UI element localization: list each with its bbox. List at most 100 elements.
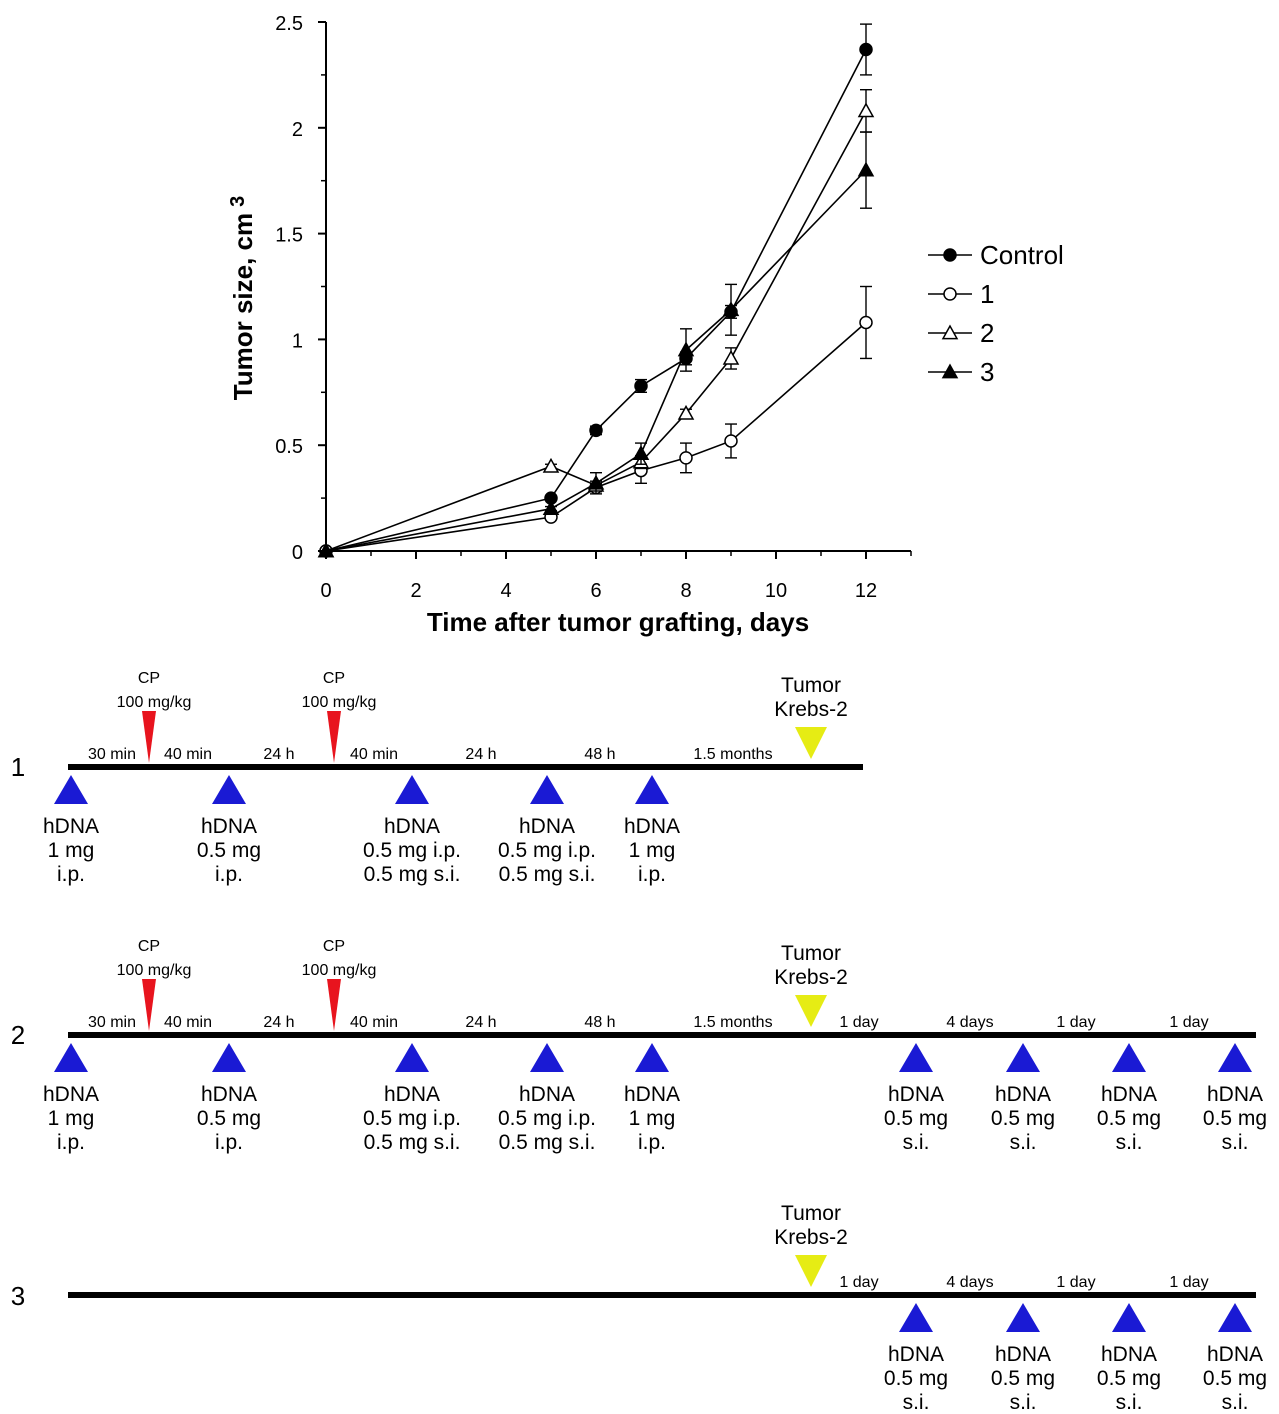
interval-label: 1 day	[1169, 1014, 1208, 1031]
hdna-dose-label: hDNA	[1101, 1343, 1157, 1366]
interval-label: 24 h	[263, 746, 294, 763]
interval-label: 40 min	[350, 1014, 398, 1031]
hdna-dose-label: s.i.	[1116, 1391, 1143, 1414]
series-layer	[317, 23, 875, 558]
cp-dose-label: 100 mg/kg	[302, 962, 377, 979]
data-point	[859, 42, 873, 57]
hdna-dose-label: 0.5 mg s.i.	[364, 863, 461, 886]
interval-label: 24 h	[465, 1014, 496, 1031]
cp-marker-icon	[327, 979, 341, 1031]
hdna-marker-icon	[1006, 1043, 1040, 1072]
hdna-dose-label: hDNA	[1207, 1343, 1263, 1366]
data-point	[634, 379, 648, 393]
hdna-marker-icon	[54, 775, 88, 804]
hdna-dose-label: hDNA	[384, 1083, 440, 1106]
x-tick-label: 2	[410, 580, 421, 602]
data-point	[722, 349, 740, 365]
data-point	[542, 500, 560, 516]
interval-label: 48 h	[584, 1014, 615, 1031]
legend-label: Control	[980, 240, 1064, 270]
protocol-label: 1	[11, 752, 25, 782]
hdna-dose-label: hDNA	[201, 1083, 257, 1106]
tumor-strain-label: Krebs-2	[774, 698, 848, 721]
y-axis-label-superscript: 3	[227, 196, 249, 207]
cp-dose-label: 100 mg/kg	[117, 962, 192, 979]
hdna-marker-icon	[530, 775, 564, 804]
tumor-marker-icon	[795, 1255, 827, 1287]
hdna-marker-icon	[1112, 1043, 1146, 1072]
data-point	[589, 423, 603, 438]
hdna-marker-icon	[395, 775, 429, 804]
protocol-2: 2 30 min 40 min 24 h 40 min 24 h 48 h 1.5 month…	[11, 938, 1267, 1154]
data-point	[724, 434, 738, 448]
data-point	[679, 451, 693, 465]
interval-label: 1.5 months	[693, 1014, 772, 1031]
y-tick-label: 2.5	[275, 13, 303, 35]
interval-label: 1 day	[1056, 1274, 1095, 1291]
hdna-dose-label: 0.5 mg i.p.	[498, 1107, 596, 1130]
legend-entry: 3	[928, 357, 994, 387]
hdna-marker-icon	[212, 775, 246, 804]
data-point	[677, 404, 695, 420]
interval-label: 24 h	[465, 746, 496, 763]
interval-label: 40 min	[350, 746, 398, 763]
hdna-dose-label: 0.5 mg	[1097, 1367, 1161, 1390]
hdna-dose-label: 0.5 mg i.p.	[363, 839, 461, 862]
tumor-strain-label: Krebs-2	[774, 1226, 848, 1249]
y-tick-label: 2	[292, 119, 303, 141]
legend-label: 1	[980, 279, 994, 309]
interval-label: 1 day	[1169, 1274, 1208, 1291]
interval-label: 1 day	[839, 1274, 878, 1291]
y-tick-label: 0	[292, 542, 303, 564]
hdna-dose-label: 0.5 mg	[991, 1107, 1055, 1130]
axes: Time after tumor grafting, days Tumor si…	[227, 13, 912, 637]
hdna-dose-label: s.i.	[1010, 1391, 1037, 1414]
hdna-dose-label: hDNA	[1101, 1083, 1157, 1106]
hdna-dose-label: s.i.	[1116, 1131, 1143, 1154]
data-point	[542, 457, 560, 473]
protocol-label: 2	[11, 1020, 25, 1050]
cp-label: CP	[323, 938, 345, 955]
cp-marker-icon	[142, 979, 156, 1031]
interval-label: 30 min	[88, 1014, 136, 1031]
hdna-dose-label: i.p.	[638, 863, 666, 886]
hdna-dose-label: 0.5 mg	[197, 839, 261, 862]
hdna-marker-icon	[395, 1043, 429, 1072]
hdna-dose-label: 0.5 mg	[1203, 1107, 1267, 1130]
hdna-dose-label: hDNA	[888, 1343, 944, 1366]
hdna-dose-label: 0.5 mg	[991, 1367, 1055, 1390]
protocol-1: 1 30 min 40 min 24 h 40 min 24 h 48 h 1.5 month…	[11, 670, 863, 886]
hdna-dose-label: 0.5 mg i.p.	[498, 839, 596, 862]
data-point	[857, 161, 875, 177]
hdna-dose-label: hDNA	[624, 1083, 680, 1106]
tumor-marker-icon	[795, 727, 827, 759]
interval-label: 30 min	[88, 746, 136, 763]
tumor-label: Tumor	[781, 674, 841, 697]
cp-marker-icon	[327, 711, 341, 763]
cp-injection: CP 100 mg/kg	[117, 670, 191, 763]
hdna-dose-label: hDNA	[995, 1343, 1051, 1366]
hdna-dose-label: i.p.	[57, 863, 85, 886]
legend-entry: 1	[928, 279, 994, 309]
hdna-dose-label: hDNA	[995, 1083, 1051, 1106]
hdna-dose-label: 0.5 mg s.i.	[499, 863, 596, 886]
cp-dose-label: 100 mg/kg	[302, 694, 377, 711]
interval-label: 1.5 months	[693, 746, 772, 763]
tumor-strain-label: Krebs-2	[774, 966, 848, 989]
hdna-dose-label: 0.5 mg s.i.	[364, 1131, 461, 1154]
legend-entry: 2	[928, 318, 994, 348]
hdna-marker-icon	[1006, 1303, 1040, 1332]
hdna-dose-label: s.i.	[1010, 1131, 1037, 1154]
interval-label: 48 h	[584, 746, 615, 763]
hdna-dose-label: 0.5 mg	[1097, 1107, 1161, 1130]
y-axis-label: Tumor size, cm 3	[227, 196, 258, 400]
